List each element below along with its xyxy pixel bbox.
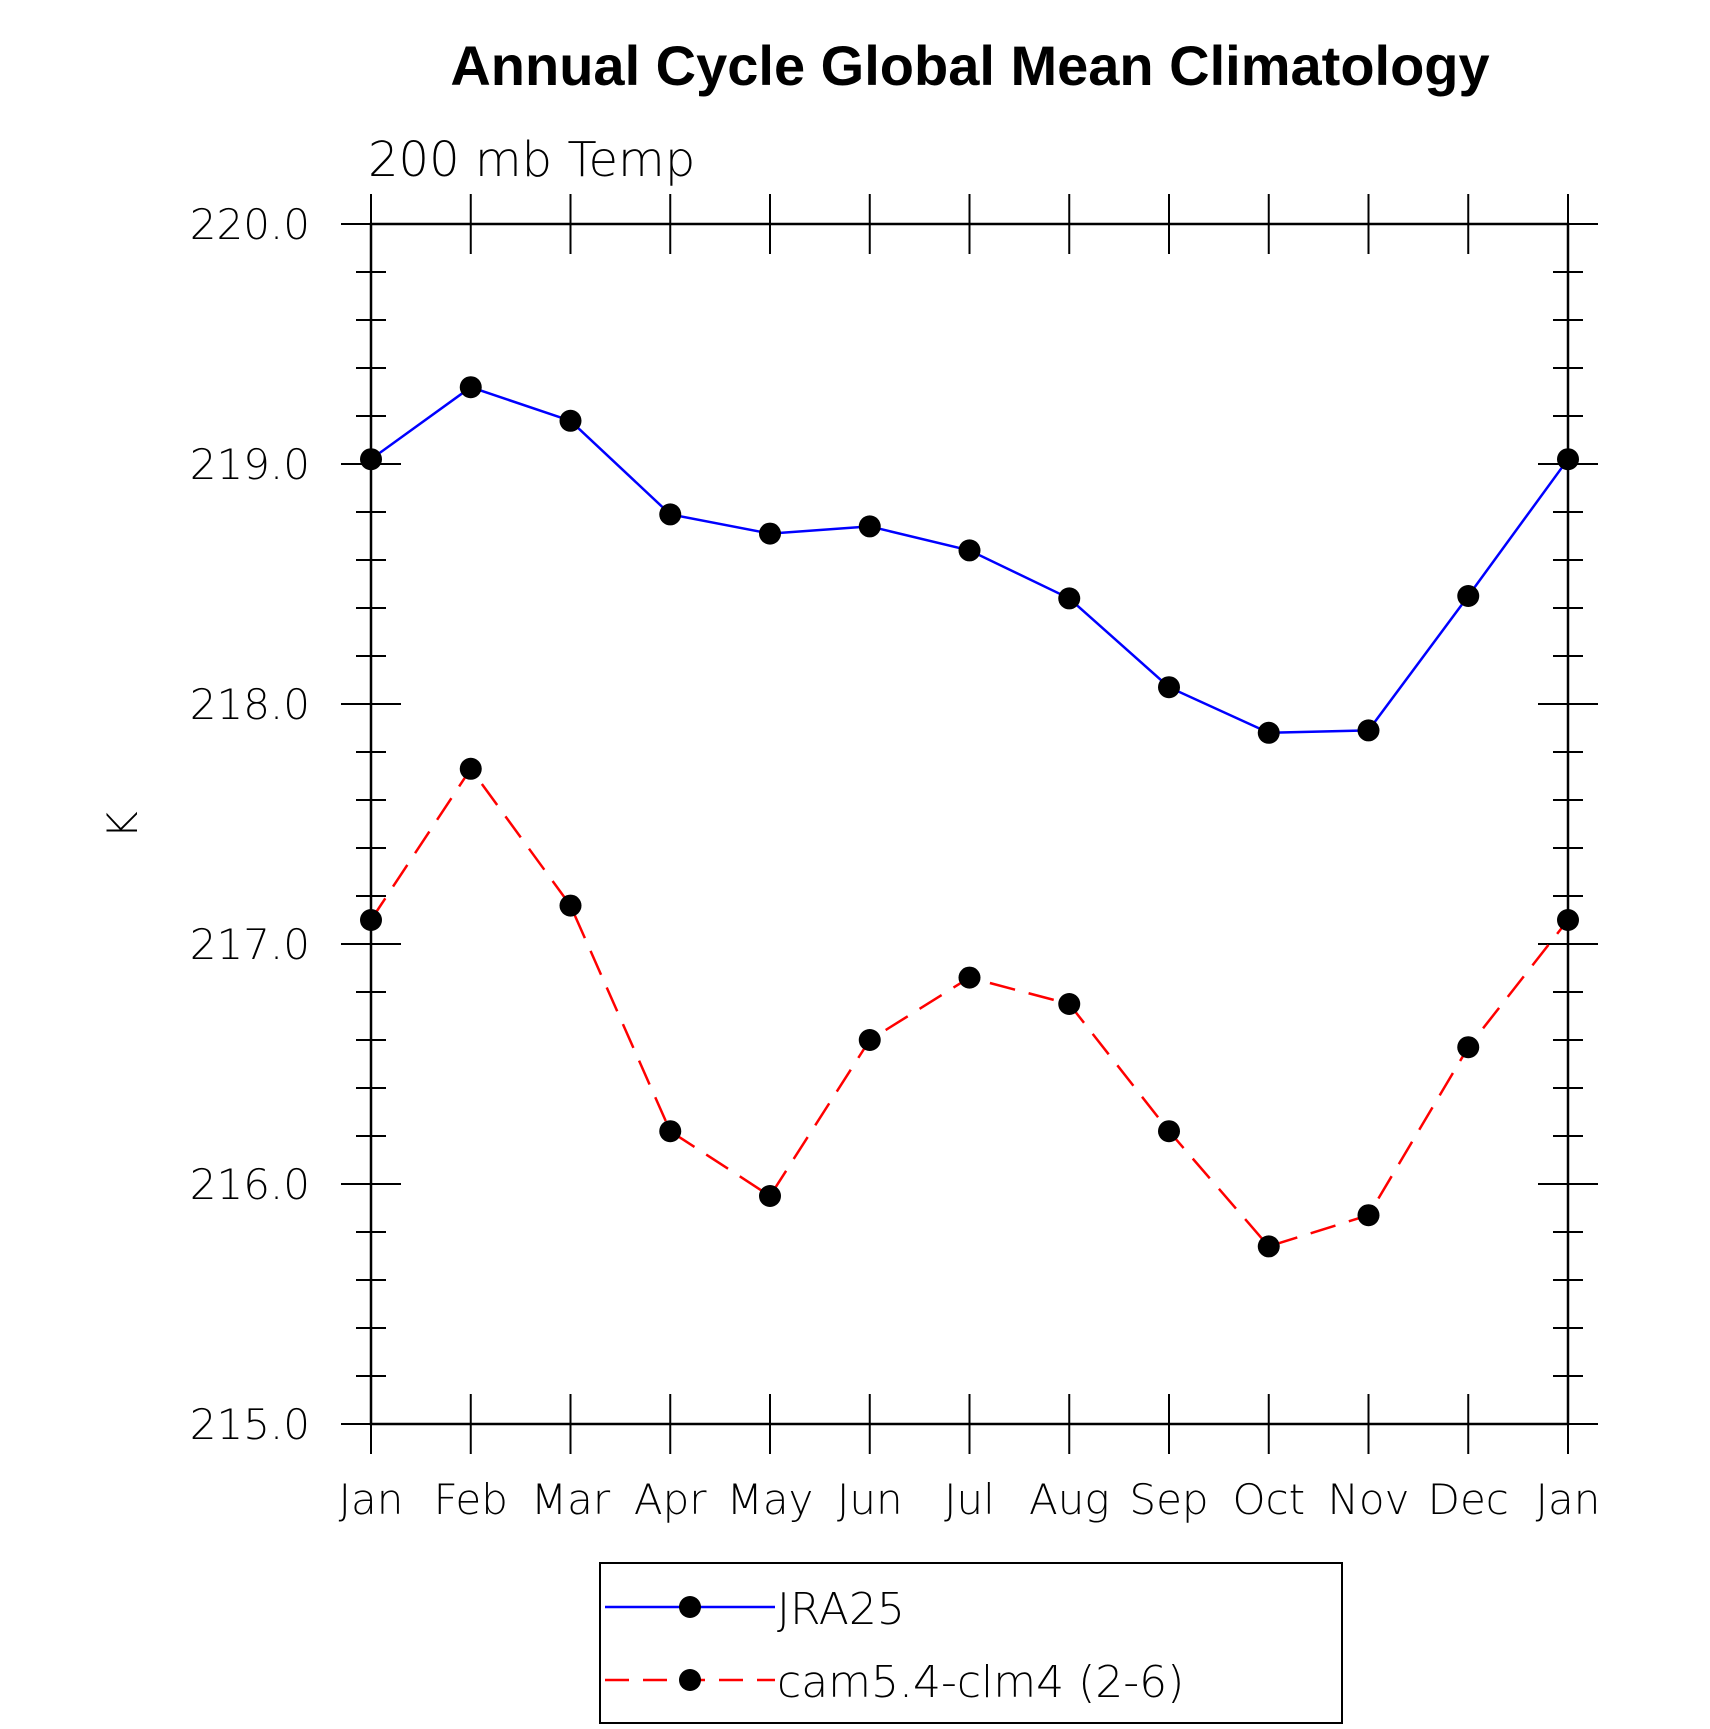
plot-frame: [369, 222, 1570, 1426]
x-tick-label: Sep: [1129, 1475, 1208, 1524]
data-point-series-0: [360, 448, 382, 471]
plot-area: [360, 376, 1579, 1258]
data-point-series-0: [759, 522, 781, 545]
data-point-series-1: [1557, 909, 1579, 931]
data-point-series-1: [659, 1120, 682, 1143]
legend: JRA25 cam5.4-clm4 (2-6): [599, 1562, 1343, 1724]
y-tick-label: 218.0: [190, 680, 310, 729]
data-point-series-1: [1457, 1036, 1480, 1059]
y-tick-label: 220.0: [190, 200, 310, 249]
axes: 215.0 216.0 217.0 218.0 219.0 220.0 Jan Feb Mar A…: [190, 194, 1601, 1524]
legend-entry-0: JRA25: [605, 1584, 905, 1635]
x-tick-label: Aug: [1029, 1475, 1110, 1524]
x-tick-label: Nov: [1328, 1475, 1410, 1524]
data-point-series-0: [1257, 721, 1280, 744]
x-tick-label: Dec: [1428, 1475, 1509, 1524]
legend-entry-1: cam5.4-clm4 (2-6): [605, 1657, 1184, 1708]
legend-marker-cam: [679, 1669, 701, 1691]
data-point-series-1: [1257, 1235, 1280, 1258]
data-point-series-1: [1058, 993, 1081, 1015]
x-tick-label: Jan: [1536, 1475, 1601, 1524]
x-tick-label: Jan: [339, 1475, 404, 1524]
y-tick-label: 217.0: [190, 920, 310, 969]
data-point-series-0: [1557, 448, 1579, 471]
data-point-series-1: [958, 966, 981, 989]
chart-subtitle: 200 mb Temp: [368, 132, 695, 188]
data-point-series-0: [559, 409, 582, 432]
x-tick-label: Apr: [634, 1475, 707, 1524]
data-point-series-0: [1158, 676, 1180, 699]
legend-box: [599, 1562, 1343, 1724]
data-point-series-1: [858, 1029, 881, 1051]
data-point-series-1: [1357, 1204, 1380, 1227]
legend-marker-jra25: [679, 1596, 701, 1618]
data-point-series-1: [1158, 1120, 1180, 1143]
chart-title: Annual Cycle Global Mean Climatology: [450, 34, 1489, 97]
data-point-series-0: [1357, 719, 1380, 742]
data-point-series-0: [1058, 587, 1081, 610]
data-point-series-0: [459, 376, 482, 399]
y-tick-label: 219.0: [190, 440, 310, 489]
legend-label-cam: cam5.4-clm4 (2-6): [777, 1657, 1184, 1708]
series-line-1: [369, 766, 1569, 1248]
x-tick-label: May: [727, 1475, 814, 1524]
x-tick-label: Feb: [434, 1475, 508, 1524]
data-point-series-1: [559, 894, 582, 917]
x-tick-label: Jun: [837, 1475, 903, 1524]
legend-label-jra25: JRA25: [777, 1584, 905, 1635]
y-tick-label: 216.0: [190, 1160, 310, 1209]
x-tick-label: Mar: [531, 1475, 611, 1524]
data-point-series-0: [1457, 585, 1480, 607]
data-point-series-1: [459, 757, 482, 780]
y-axis-label: K: [98, 811, 147, 839]
x-tick-label: Jul: [944, 1475, 995, 1524]
y-tick-label: 215.0: [190, 1400, 310, 1449]
x-tick-label: Oct: [1232, 1475, 1305, 1524]
data-point-series-1: [759, 1185, 781, 1207]
data-point-series-0: [659, 503, 682, 526]
data-point-series-0: [858, 515, 881, 538]
data-point-series-1: [360, 909, 382, 931]
data-point-series-0: [958, 539, 981, 562]
